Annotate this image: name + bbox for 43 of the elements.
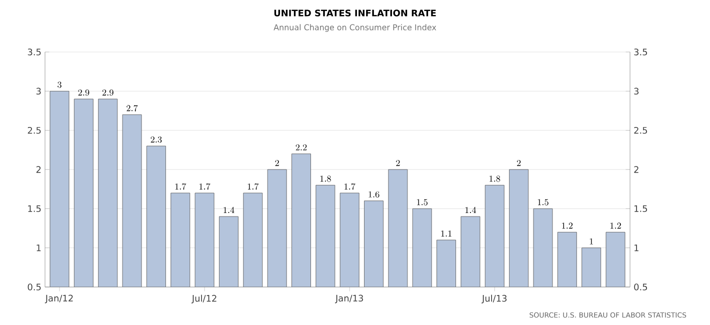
y-tick-label: 0.5 bbox=[28, 284, 41, 290]
data-label: 1 bbox=[590, 238, 593, 244]
y-tick-label: 1.5 bbox=[28, 205, 41, 212]
chart-title: UNITED STATES INFLATION RATE bbox=[274, 10, 436, 16]
data-label: 1 .8 bbox=[320, 176, 331, 182]
y2-tick-label: 2.5 bbox=[634, 126, 648, 134]
data-label: 1 .7 bbox=[175, 183, 186, 190]
x-tick-label: Jul/12 bbox=[191, 294, 216, 304]
data-label: 2.7 bbox=[126, 105, 138, 112]
data-label: 1 .5 bbox=[538, 199, 548, 206]
data-label: 2 bbox=[396, 160, 400, 166]
data-label: 2.9 bbox=[78, 90, 90, 96]
x-tick-label: Jul/13 bbox=[482, 294, 507, 304]
y2-tick-label: 1.5 bbox=[634, 205, 648, 212]
data-label: 1 .7 bbox=[199, 183, 210, 190]
y2-tick-label: 3.5 bbox=[634, 48, 648, 56]
x-tick-label: Jan/13 bbox=[334, 294, 363, 304]
data-label: 1 .4 bbox=[465, 206, 476, 213]
data-label: 1 .8 bbox=[490, 176, 500, 182]
data-label: 1 .2 bbox=[610, 222, 621, 229]
data-label: 3 bbox=[58, 82, 62, 88]
data-label: 1 .6 bbox=[368, 191, 380, 198]
y-tick-label: 3 bbox=[36, 88, 41, 95]
x-tick-label: Jan/12 bbox=[44, 294, 73, 304]
data-label: 1 . 1 bbox=[441, 230, 452, 236]
y-tick-label: 1 bbox=[36, 244, 41, 252]
y-tick-label: 3.5 bbox=[28, 48, 41, 56]
y2-tick-label: 1 bbox=[634, 244, 638, 252]
data-label: 2.2 bbox=[296, 144, 307, 150]
y-tick-label: 2 bbox=[36, 166, 41, 173]
data-label: 2 bbox=[516, 160, 521, 166]
data-label: 1 .5 bbox=[417, 199, 428, 206]
data-label: 1 .7 bbox=[248, 183, 259, 190]
y2-tick-label: 3 bbox=[634, 88, 639, 95]
data-label: 1 .4 bbox=[224, 206, 234, 213]
data-label: 2.9 bbox=[102, 90, 114, 96]
y-tick-label: 2.5 bbox=[28, 126, 41, 134]
y2-tick-label: 2 bbox=[634, 166, 638, 173]
data-label: 1 .2 bbox=[562, 222, 573, 229]
data-label: 2 bbox=[275, 160, 279, 166]
data-label: 1 .7 bbox=[344, 183, 356, 190]
y2-tick-label: 0.5 bbox=[634, 284, 648, 290]
data-label: 2.3 bbox=[150, 136, 162, 143]
